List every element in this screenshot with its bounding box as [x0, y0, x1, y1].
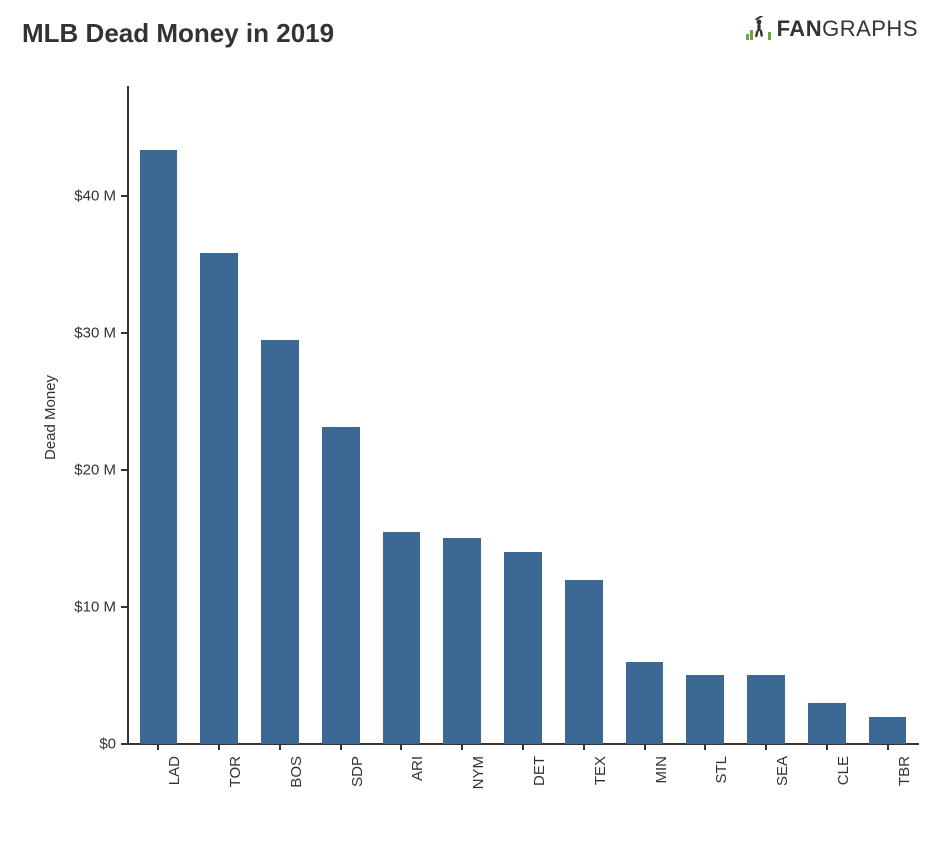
x-tick-mark: [887, 744, 889, 750]
x-tick-mark: [157, 744, 159, 750]
x-tick-label: SDP: [349, 756, 366, 856]
x-tick-mark: [522, 744, 524, 750]
y-axis-line: [127, 86, 129, 744]
bar: [383, 532, 421, 744]
bar: [200, 253, 238, 744]
bar: [261, 340, 299, 744]
chart-title: MLB Dead Money in 2019: [22, 18, 334, 49]
x-tick-label: TBR: [896, 756, 913, 856]
y-tick-label: $20 M: [74, 461, 116, 478]
y-tick-mark: [121, 606, 127, 608]
y-tick-label: $30 M: [74, 324, 116, 341]
y-tick-mark: [121, 195, 127, 197]
x-tick-mark: [340, 744, 342, 750]
bar: [565, 580, 603, 745]
x-tick-label: TOR: [227, 756, 244, 856]
x-tick-label: NYM: [470, 756, 487, 856]
y-tick-label: $10 M: [74, 598, 116, 615]
bar: [747, 675, 785, 744]
x-tick-mark: [400, 744, 402, 750]
y-tick-mark: [121, 469, 127, 471]
x-tick-label: MIN: [653, 756, 670, 856]
x-tick-label: ARI: [409, 756, 426, 856]
bar: [140, 150, 178, 744]
x-tick-mark: [765, 744, 767, 750]
x-tick-mark: [279, 744, 281, 750]
logo-text-fan: FAN: [777, 16, 823, 41]
x-tick-mark: [583, 744, 585, 750]
x-tick-label: BOS: [288, 756, 305, 856]
x-tick-mark: [826, 744, 828, 750]
y-tick-label: $0: [99, 736, 116, 753]
bar: [443, 538, 481, 744]
y-axis-title: Dead Money: [42, 375, 59, 460]
bar: [808, 703, 846, 744]
y-tick-mark: [121, 332, 127, 334]
x-tick-mark: [461, 744, 463, 750]
x-tick-label: DET: [531, 756, 548, 856]
x-tick-label: SEA: [774, 756, 791, 856]
bar: [626, 662, 664, 744]
x-tick-label: LAD: [166, 756, 183, 856]
x-tick-label: CLE: [835, 756, 852, 856]
bar: [504, 552, 542, 744]
x-tick-mark: [704, 744, 706, 750]
bar: [686, 675, 724, 744]
logo-text-graphs: GRAPHS: [822, 16, 918, 41]
x-tick-mark: [218, 744, 220, 750]
x-tick-label: STL: [713, 756, 730, 856]
logo-text: FANGRAPHS: [777, 16, 918, 42]
bar: [869, 717, 907, 744]
fangraphs-logo-icon: [745, 16, 773, 42]
y-tick-label: $40 M: [74, 187, 116, 204]
chart-container: MLB Dead Money in 2019 FANGRAPHS Dead Mo…: [0, 0, 942, 828]
bar: [322, 427, 360, 744]
x-tick-mark: [644, 744, 646, 750]
fangraphs-logo: FANGRAPHS: [745, 16, 918, 42]
y-tick-mark: [121, 743, 127, 745]
x-tick-label: TEX: [592, 756, 609, 856]
